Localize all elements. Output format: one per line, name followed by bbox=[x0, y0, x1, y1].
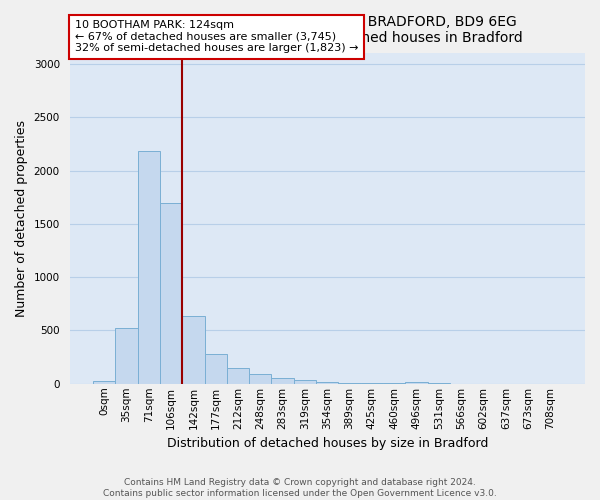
Bar bbox=[160, 202, 182, 384]
Text: Contains HM Land Registry data © Crown copyright and database right 2024.
Contai: Contains HM Land Registry data © Crown c… bbox=[103, 478, 497, 498]
Text: 10 BOOTHAM PARK: 124sqm
← 67% of detached houses are smaller (3,745)
32% of semi: 10 BOOTHAM PARK: 124sqm ← 67% of detache… bbox=[74, 20, 358, 54]
Bar bbox=[428, 383, 450, 384]
Bar bbox=[361, 382, 383, 384]
Bar bbox=[271, 378, 294, 384]
Bar bbox=[294, 380, 316, 384]
Bar bbox=[249, 374, 271, 384]
Bar bbox=[93, 380, 115, 384]
Bar bbox=[205, 354, 227, 384]
Y-axis label: Number of detached properties: Number of detached properties bbox=[15, 120, 28, 317]
Bar bbox=[338, 383, 361, 384]
Bar bbox=[182, 316, 205, 384]
Title: 10, BOOTHAM PARK, DAISY HILL, BRADFORD, BD9 6EG
Size of property relative to det: 10, BOOTHAM PARK, DAISY HILL, BRADFORD, … bbox=[132, 15, 523, 45]
X-axis label: Distribution of detached houses by size in Bradford: Distribution of detached houses by size … bbox=[167, 437, 488, 450]
Bar bbox=[383, 383, 406, 384]
Bar bbox=[316, 382, 338, 384]
Bar bbox=[406, 382, 428, 384]
Bar bbox=[137, 152, 160, 384]
Bar bbox=[227, 368, 249, 384]
Bar bbox=[115, 328, 137, 384]
